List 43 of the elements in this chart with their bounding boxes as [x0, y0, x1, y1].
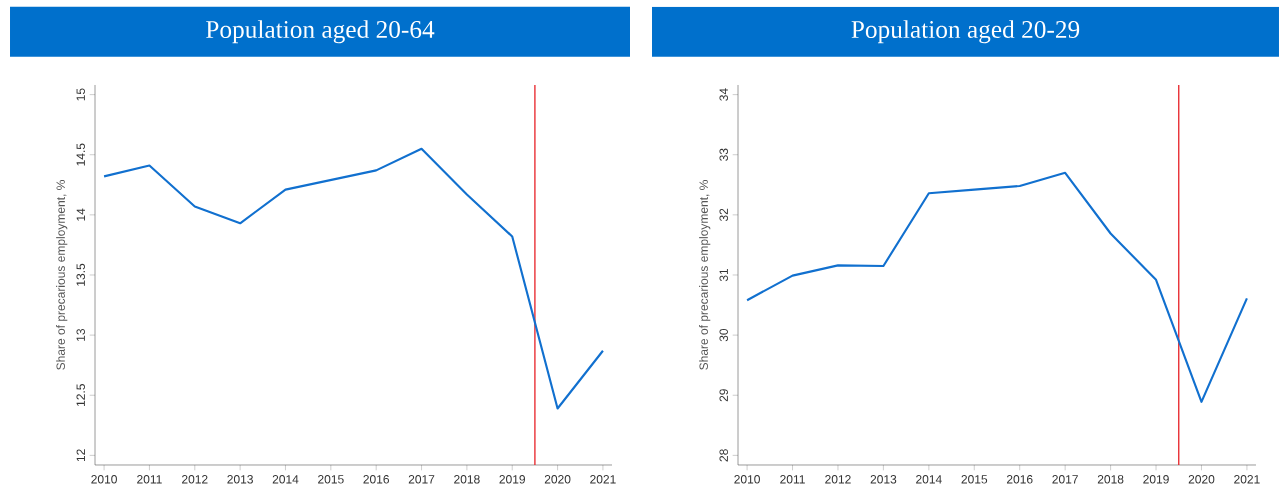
y-tick-label: 12.5	[76, 384, 85, 406]
x-tick-label: 2011	[137, 475, 162, 484]
x-tick-label: 2016	[363, 475, 389, 484]
x-tick-label: 2011	[780, 475, 805, 484]
y-tick-label: 34	[719, 88, 728, 101]
x-tick-label: 2014	[272, 475, 299, 484]
x-tick-label: 2016	[1006, 475, 1033, 484]
chart-title: Population aged 20-64	[206, 20, 435, 44]
x-tick-label: 2018	[454, 475, 480, 484]
x-tick-label: 2020	[544, 475, 571, 484]
x-tick-label: 2012	[825, 475, 851, 484]
y-tick-label: 33	[719, 148, 728, 161]
x-tick-label: 2015	[318, 475, 344, 484]
x-tick-label: 2019	[1143, 475, 1169, 484]
x-tick-label: 2017	[408, 475, 435, 484]
x-tick-label: 2021	[1234, 475, 1260, 484]
y-tick-label: 15	[76, 88, 85, 101]
y-tick-label: 13.5	[76, 263, 85, 286]
x-tick-label: 2014	[916, 475, 942, 484]
x-tick-label: 2010	[734, 475, 760, 484]
y-tick-label: 14.5	[76, 143, 85, 166]
y-tick-label: 12	[76, 449, 85, 462]
x-tick-label: 2012	[182, 475, 208, 484]
y-tick-label: 29	[719, 389, 728, 402]
x-tick-label: 2017	[1052, 475, 1078, 484]
y-tick-label: 13	[76, 328, 85, 341]
y-axis-title: Share of precarious employment, %	[699, 180, 711, 370]
y-tick-label: 28	[719, 449, 728, 462]
x-tick-label: 2020	[1188, 475, 1215, 484]
y-tick-label: 14	[76, 208, 85, 221]
x-tick-label: 2019	[499, 475, 526, 484]
x-tick-label: 2013	[870, 475, 897, 484]
y-tick-label: 31	[719, 268, 728, 282]
y-tick-label: 30	[719, 328, 728, 342]
y-tick-label: 32	[719, 208, 728, 222]
x-tick-label: 2018	[1097, 475, 1124, 484]
x-tick-label: 2013	[227, 475, 253, 484]
line-series	[746, 171, 1248, 403]
x-tick-label: 2021	[590, 475, 616, 484]
x-tick-label: 2015	[961, 475, 988, 484]
y-axis-title: Share of precarious employment, %	[56, 180, 68, 370]
chart-title: Population aged 20-29	[851, 20, 1080, 44]
x-tick-label: 2010	[91, 475, 117, 484]
